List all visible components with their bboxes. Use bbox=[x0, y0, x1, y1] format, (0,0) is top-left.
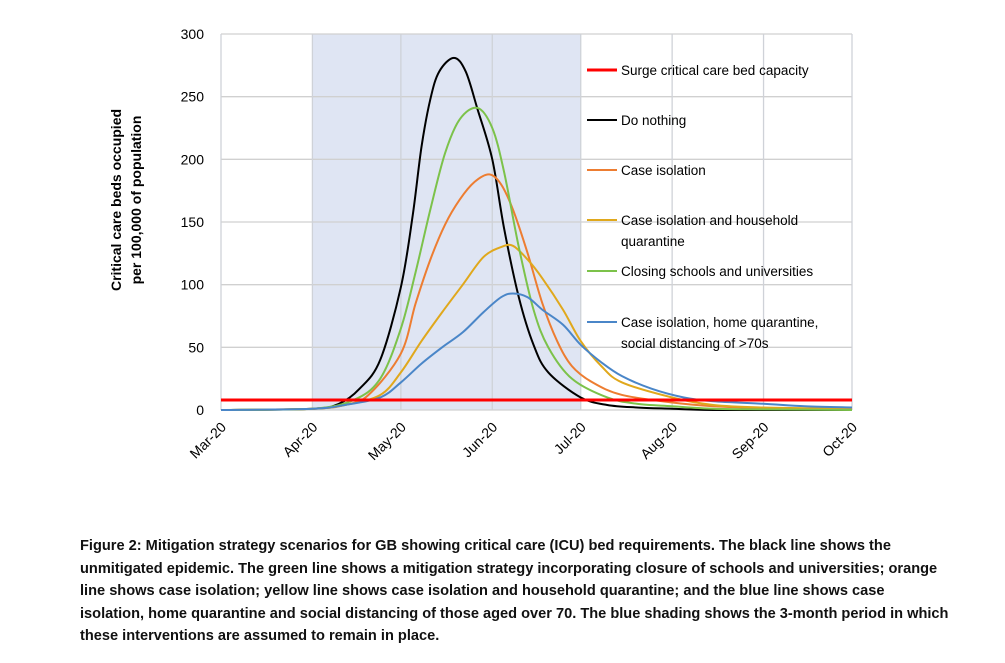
y-tick-label: 150 bbox=[181, 214, 205, 230]
x-tick-label: May-20 bbox=[365, 419, 409, 463]
x-tick-label: Apr-20 bbox=[279, 419, 320, 460]
series-line bbox=[220, 243, 853, 411]
legend-label: Case isolation bbox=[621, 163, 706, 178]
x-tick-label: Mar-20 bbox=[186, 419, 229, 462]
legend-label: Surge critical care bed capacity bbox=[621, 63, 809, 78]
legend: Surge critical care bed capacity Do nothi… bbox=[587, 63, 818, 351]
y-tick-label: 50 bbox=[188, 339, 204, 355]
icu-beds-chart: 0 50 100 150 200 250 300 Mar-20 Apr-20 May-20 Jun… bbox=[108, 26, 860, 463]
legend-label: social distancing of >70s bbox=[621, 336, 769, 351]
y-tick-label: 100 bbox=[181, 277, 205, 293]
legend-label: Case isolation and household bbox=[621, 213, 798, 228]
x-axis-ticks: Mar-20 Apr-20 May-20 Jun-20 Jul-20 Aug-20 Sep-… bbox=[186, 419, 860, 463]
y-axis-label-line1: Critical care beds occupied bbox=[108, 109, 124, 291]
x-tick-label: Aug-20 bbox=[637, 419, 680, 462]
series-lines bbox=[220, 56, 853, 412]
y-tick-label: 200 bbox=[181, 151, 205, 167]
series-line bbox=[220, 56, 852, 412]
series-line bbox=[220, 106, 853, 411]
y-axis-ticks: 0 50 100 150 200 250 300 bbox=[181, 26, 205, 418]
y-tick-label: 300 bbox=[181, 26, 205, 42]
legend-label: Case isolation, home quarantine, bbox=[621, 315, 818, 330]
legend-label: Do nothing bbox=[621, 113, 686, 128]
x-tick-label: Sep-20 bbox=[728, 419, 771, 462]
x-tick-label: Jul-20 bbox=[551, 419, 589, 457]
legend-label: quarantine bbox=[621, 234, 685, 249]
y-tick-label: 0 bbox=[196, 402, 204, 418]
x-tick-label: Jun-20 bbox=[459, 419, 501, 461]
y-axis-label-line2: per 100,000 of population bbox=[128, 116, 144, 285]
x-tick-label: Oct-20 bbox=[819, 419, 860, 460]
y-tick-label: 250 bbox=[181, 89, 205, 105]
figure-caption: Figure 2: Mitigation strategy scenarios … bbox=[80, 538, 949, 644]
legend-label: Closing schools and universities bbox=[621, 264, 813, 279]
